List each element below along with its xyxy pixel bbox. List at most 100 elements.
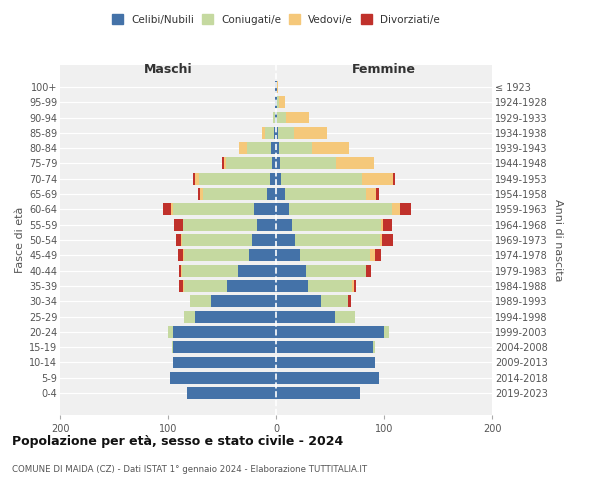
Bar <box>269 173 276 184</box>
Bar <box>238 264 276 276</box>
Bar <box>179 280 183 292</box>
Bar <box>276 280 308 292</box>
Y-axis label: Anni di nascita: Anni di nascita <box>553 198 563 281</box>
Bar <box>193 173 195 184</box>
Bar <box>199 173 269 184</box>
Bar <box>176 234 181 246</box>
Bar <box>271 142 276 154</box>
Bar <box>383 218 392 230</box>
Bar <box>181 234 182 246</box>
Bar <box>281 173 362 184</box>
Bar <box>276 372 379 384</box>
Bar <box>163 204 171 216</box>
Bar <box>362 173 392 184</box>
Bar <box>262 127 265 139</box>
Bar <box>184 280 227 292</box>
Bar <box>370 250 376 262</box>
Bar <box>380 234 382 246</box>
Bar <box>195 173 199 184</box>
Text: Popolazione per età, sesso e stato civile - 2024: Popolazione per età, sesso e stato civil… <box>12 435 343 448</box>
Legend: Celibi/Nubili, Coniugati/e, Vedovi/e, Divorziati/e: Celibi/Nubili, Coniugati/e, Vedovi/e, Di… <box>108 10 444 29</box>
Bar <box>276 356 376 368</box>
Bar <box>322 296 349 307</box>
Bar <box>276 234 295 246</box>
Bar <box>286 112 310 124</box>
Text: Femmine: Femmine <box>352 63 416 76</box>
Bar <box>275 112 276 124</box>
Bar <box>274 127 276 139</box>
Bar <box>277 96 279 108</box>
Bar <box>179 264 181 276</box>
Bar <box>275 96 276 108</box>
Bar <box>337 158 374 170</box>
Bar <box>289 204 392 216</box>
Bar <box>187 387 276 399</box>
Bar <box>190 296 211 307</box>
Bar <box>349 296 350 307</box>
Bar <box>311 142 349 154</box>
Bar <box>184 250 249 262</box>
Bar <box>276 127 278 139</box>
Bar <box>182 234 252 246</box>
Bar <box>198 188 200 200</box>
Bar <box>276 173 281 184</box>
Text: COMUNE DI MAIDA (CZ) - Dati ISTAT 1° gennaio 2024 - Elaborazione TUTTITALIA.IT: COMUNE DI MAIDA (CZ) - Dati ISTAT 1° gen… <box>12 465 367 474</box>
Bar <box>276 188 284 200</box>
Bar <box>276 387 360 399</box>
Bar <box>247 142 271 154</box>
Bar <box>265 127 274 139</box>
Bar <box>276 158 280 170</box>
Bar <box>376 250 381 262</box>
Bar <box>273 112 275 124</box>
Bar <box>178 250 183 262</box>
Bar <box>352 280 354 292</box>
Bar <box>277 112 286 124</box>
Bar <box>280 158 337 170</box>
Bar <box>195 310 276 322</box>
Bar <box>183 218 257 230</box>
Bar <box>183 280 184 292</box>
Bar <box>354 280 356 292</box>
Bar <box>272 158 276 170</box>
Bar <box>183 250 184 262</box>
Bar <box>168 326 173 338</box>
Bar <box>181 264 182 276</box>
Bar <box>292 218 381 230</box>
Bar <box>365 188 376 200</box>
Bar <box>249 250 276 262</box>
Bar <box>268 188 276 200</box>
Bar <box>276 142 279 154</box>
Bar <box>254 204 276 216</box>
Bar <box>276 250 300 262</box>
Bar <box>226 158 272 170</box>
Bar <box>276 96 277 108</box>
Bar <box>276 326 384 338</box>
Bar <box>173 356 276 368</box>
Bar <box>276 264 306 276</box>
Bar <box>173 204 254 216</box>
Bar <box>211 296 276 307</box>
Bar <box>239 142 247 154</box>
Bar <box>284 188 365 200</box>
Bar <box>276 310 335 322</box>
Bar <box>276 112 277 124</box>
Bar <box>252 234 276 246</box>
Bar <box>276 341 373 353</box>
Bar <box>171 204 173 216</box>
Bar <box>184 310 195 322</box>
Bar <box>306 264 365 276</box>
Bar <box>392 173 395 184</box>
Bar <box>276 81 277 93</box>
Bar <box>279 142 311 154</box>
Bar <box>277 81 278 93</box>
Bar <box>300 250 370 262</box>
Bar <box>182 264 238 276</box>
Bar <box>373 341 376 353</box>
Bar <box>172 341 173 353</box>
Bar <box>173 326 276 338</box>
Bar <box>224 158 226 170</box>
Bar <box>175 218 183 230</box>
Bar <box>279 96 284 108</box>
Bar <box>173 341 276 353</box>
Bar <box>335 310 355 322</box>
